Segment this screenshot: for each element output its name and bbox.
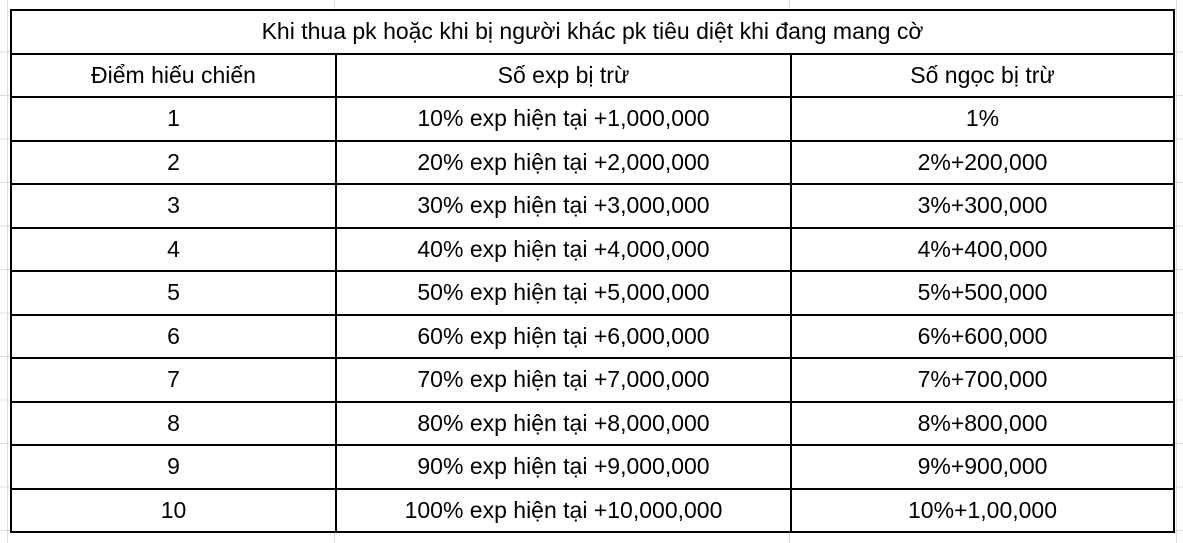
cell-so-exp-bi-tru[interactable]: 70% exp hiện tại +7,000,000 [335,357,792,403]
cell-diem-hieu-chien[interactable]: 4 [10,226,337,272]
cell-so-ngoc-bi-tru[interactable]: 5%+500,000 [789,270,1176,316]
header-cell-diem-hieu-chien[interactable]: Điểm hiếu chiến [10,52,337,98]
table-row: 10 100% exp hiện tại +10,000,000 10%+1,0… [10,487,1176,533]
cell-so-ngoc-bi-tru[interactable]: 7%+700,000 [789,357,1176,403]
cell-so-exp-bi-tru[interactable]: 10% exp hiện tại +1,000,000 [335,96,792,142]
cell-so-exp-bi-tru[interactable]: 60% exp hiện tại +6,000,000 [335,313,792,359]
penalty-table: Khi thua pk hoặc khi bị người khác pk ti… [9,9,1176,533]
cell-so-ngoc-bi-tru[interactable]: 8%+800,000 [789,400,1176,446]
cell-so-exp-bi-tru[interactable]: 30% exp hiện tại +3,000,000 [335,183,792,229]
cell-diem-hieu-chien[interactable]: 1 [10,96,337,142]
table-row: 3 30% exp hiện tại +3,000,000 3%+300,000 [10,183,1176,229]
table-row: 6 60% exp hiện tại +6,000,000 6%+600,000 [10,313,1176,359]
table-row: 4 40% exp hiện tại +4,000,000 4%+400,000 [10,226,1176,272]
header-cell-so-exp-bi-tru[interactable]: Số exp bị trừ [335,52,792,98]
table-row: 5 50% exp hiện tại +5,000,000 5%+500,000 [10,270,1176,316]
table-row: 8 80% exp hiện tại +8,000,000 8%+800,000 [10,400,1176,446]
cell-so-exp-bi-tru[interactable]: 100% exp hiện tại +10,000,000 [335,487,792,533]
table-title-cell[interactable]: Khi thua pk hoặc khi bị người khác pk ti… [9,9,1176,55]
cell-so-ngoc-bi-tru[interactable]: 10%+1,00,000 [789,487,1176,533]
cell-so-exp-bi-tru[interactable]: 40% exp hiện tại +4,000,000 [335,226,792,272]
cell-diem-hieu-chien[interactable]: 9 [10,444,337,490]
cell-diem-hieu-chien[interactable]: 6 [10,313,337,359]
cell-so-exp-bi-tru[interactable]: 90% exp hiện tại +9,000,000 [335,444,792,490]
cell-so-exp-bi-tru[interactable]: 20% exp hiện tại +2,000,000 [335,139,792,185]
cell-diem-hieu-chien[interactable]: 10 [10,487,337,533]
table-title-row: Khi thua pk hoặc khi bị người khác pk ti… [9,9,1176,55]
cell-so-ngoc-bi-tru[interactable]: 2%+200,000 [789,139,1176,185]
header-cell-so-ngoc-bi-tru[interactable]: Số ngọc bị trừ [789,52,1176,98]
cell-so-ngoc-bi-tru[interactable]: 4%+400,000 [789,226,1176,272]
cell-so-ngoc-bi-tru[interactable]: 3%+300,000 [789,183,1176,229]
cell-diem-hieu-chien[interactable]: 8 [10,400,337,446]
table-header-row: Điểm hiếu chiến Số exp bị trừ Số ngọc bị… [10,52,1176,98]
table-row: 7 70% exp hiện tại +7,000,000 7%+700,000 [10,357,1176,403]
cell-so-ngoc-bi-tru[interactable]: 6%+600,000 [789,313,1176,359]
cell-so-ngoc-bi-tru[interactable]: 9%+900,000 [789,444,1176,490]
cell-so-exp-bi-tru[interactable]: 50% exp hiện tại +5,000,000 [335,270,792,316]
table-row: 2 20% exp hiện tại +2,000,000 2%+200,000 [10,139,1176,185]
cell-diem-hieu-chien[interactable]: 2 [10,139,337,185]
cell-so-exp-bi-tru[interactable]: 80% exp hiện tại +8,000,000 [335,400,792,446]
table-row: 1 10% exp hiện tại +1,000,000 1% [10,96,1176,142]
cell-diem-hieu-chien[interactable]: 3 [10,183,337,229]
cell-diem-hieu-chien[interactable]: 5 [10,270,337,316]
cell-so-ngoc-bi-tru[interactable]: 1% [789,96,1176,142]
cell-diem-hieu-chien[interactable]: 7 [10,357,337,403]
table-row: 9 90% exp hiện tại +9,000,000 9%+900,000 [10,444,1176,490]
